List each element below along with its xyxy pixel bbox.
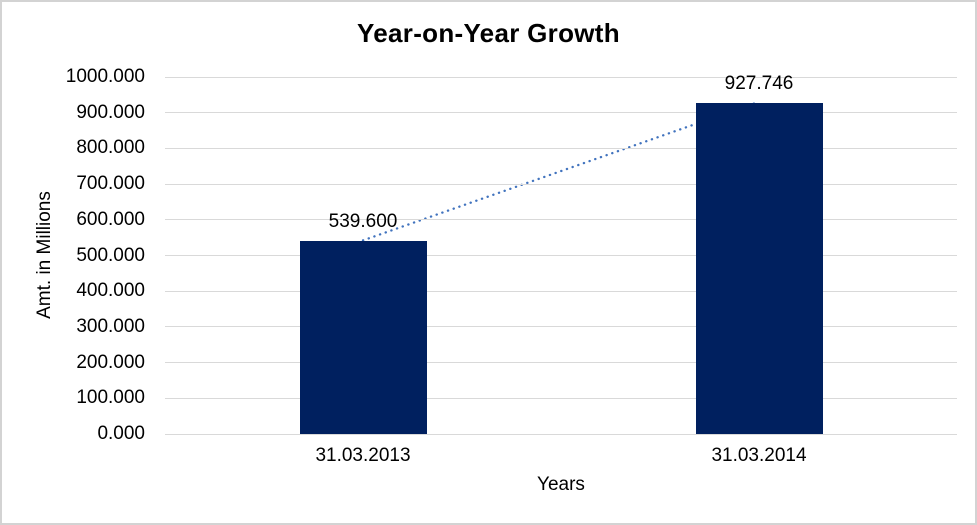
y-tick-label: 300.000 [76, 315, 145, 337]
gridline [165, 362, 957, 364]
y-tick-label: 400.000 [76, 280, 145, 302]
gridline [165, 433, 957, 435]
bar [299, 241, 427, 434]
gridline [165, 326, 957, 328]
bar [695, 102, 823, 434]
plot-area [165, 76, 957, 435]
gridline [165, 112, 957, 114]
x-tick-label: 31.03.2013 [315, 445, 411, 466]
y-tick-label: 600.000 [76, 208, 145, 230]
y-tick-label: 1000.000 [65, 66, 145, 87]
trendline [361, 100, 761, 242]
bar-value-label: 539.600 [328, 211, 398, 233]
y-tick-label: 800.000 [76, 137, 145, 159]
gridline [165, 255, 957, 256]
bar-value-label: 927.746 [724, 72, 794, 94]
y-tick-label: 900.000 [76, 101, 145, 123]
gridline [165, 290, 957, 292]
y-tick-label: 100.000 [76, 387, 145, 409]
gridline [165, 219, 957, 221]
gridline [165, 76, 957, 78]
gridline [165, 147, 957, 149]
chart-title: Year-on-Year Growth [357, 18, 620, 48]
y-tick-label: 200.000 [76, 351, 145, 373]
x-axis-title: Years [537, 474, 585, 495]
y-tick-label: 700.000 [76, 173, 145, 195]
y-tick-label: 500.000 [76, 244, 145, 266]
gridline [165, 397, 957, 399]
x-tick-label: 31.03.2014 [711, 445, 807, 466]
y-tick-label: 0.000 [97, 423, 145, 444]
gridline [165, 183, 957, 185]
